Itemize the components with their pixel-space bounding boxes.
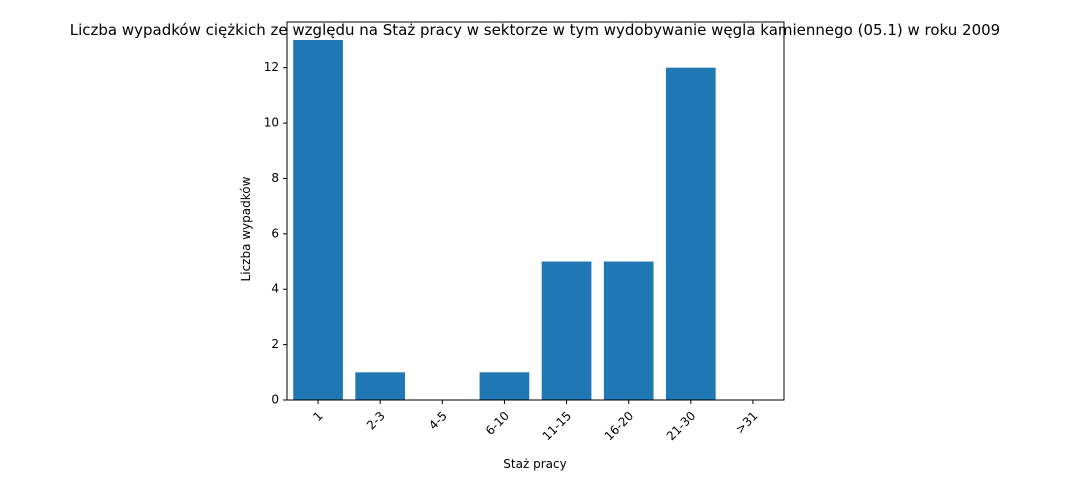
x-tick-label-4: 11-15 — [540, 409, 575, 444]
x-tick-label-6: 21-30 — [664, 409, 699, 444]
bar-6 — [665, 67, 716, 400]
chart-title: Liczba wypadków ciężkich ze względu na S… — [70, 21, 1000, 39]
y-tick-label-5: 10 — [264, 116, 279, 130]
x-axis-label: Staż pracy — [503, 457, 566, 471]
bar-0 — [293, 40, 343, 400]
y-axis-label: Liczba wypadków — [239, 176, 253, 281]
x-tick-label-5: 16-20 — [602, 409, 637, 444]
plot-frame — [286, 21, 785, 401]
y-tick-label-0: 0 — [271, 393, 279, 407]
bar-4 — [541, 261, 592, 400]
x-tick-label-2: 4-5 — [426, 409, 450, 433]
x-tick-label-3: 6-10 — [483, 409, 512, 438]
bar-5 — [603, 261, 654, 400]
x-tick-label-1: 2-3 — [364, 409, 388, 433]
bar-3 — [479, 372, 530, 400]
y-tick-label-4: 8 — [271, 171, 279, 185]
bars-layer — [293, 40, 716, 400]
x-tick-label-0: 1 — [310, 409, 325, 424]
y-tick-label-1: 2 — [271, 337, 279, 351]
y-tick-label-6: 12 — [264, 60, 279, 74]
bar-1 — [355, 372, 406, 400]
y-tick-label-2: 4 — [271, 282, 279, 296]
y-tick-label-3: 6 — [271, 226, 279, 240]
x-tick-label-7: >31 — [733, 409, 761, 437]
